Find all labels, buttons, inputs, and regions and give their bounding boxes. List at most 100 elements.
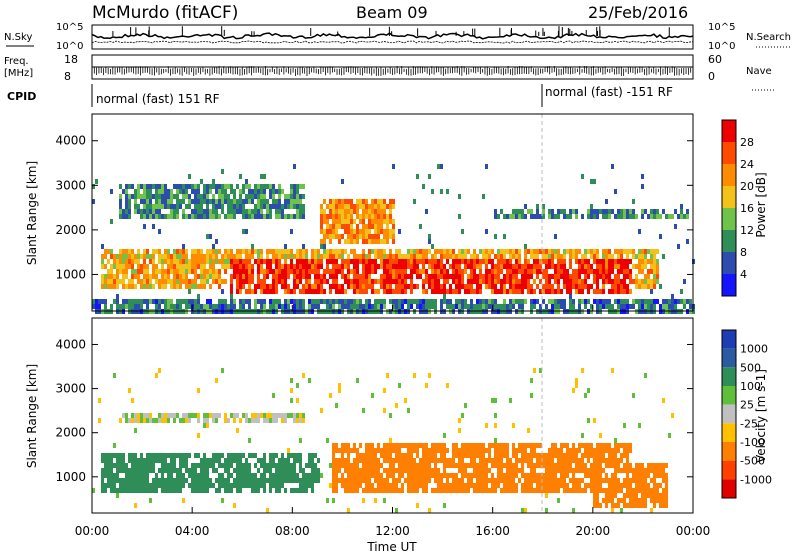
heatmap-cell <box>191 254 194 259</box>
heatmap-cell <box>278 249 281 254</box>
heatmap-cell <box>491 398 494 403</box>
heatmap-cell <box>566 214 569 219</box>
heatmap-cell <box>317 274 320 279</box>
heatmap-cell <box>569 259 572 264</box>
heatmap-cell <box>308 299 311 304</box>
heatmap-cell <box>407 284 410 289</box>
heatmap-cell <box>296 194 299 199</box>
heatmap-cell <box>221 194 224 199</box>
heatmap-cell <box>176 189 179 194</box>
heatmap-cell <box>476 259 479 264</box>
heatmap-cell <box>167 468 170 473</box>
heatmap-cell <box>284 254 287 259</box>
heatmap-cell <box>638 249 641 254</box>
heatmap-cell <box>179 204 182 209</box>
heatmap-cell <box>569 274 572 279</box>
heatmap-cell <box>215 214 218 219</box>
heatmap-cell <box>290 453 293 458</box>
heatmap-cell <box>209 274 212 279</box>
heatmap-cell <box>125 418 128 423</box>
heatmap-cell <box>200 259 203 264</box>
heatmap-cell <box>422 184 425 189</box>
heatmap-cell <box>125 249 128 254</box>
heatmap-cell <box>641 264 644 269</box>
heatmap-cell <box>182 269 185 274</box>
heatmap-cell <box>422 488 425 493</box>
heatmap-cell <box>371 199 374 204</box>
heatmap-cell <box>152 453 155 458</box>
heatmap-cell <box>230 299 233 304</box>
heatmap-cell <box>350 468 353 473</box>
heatmap-cell <box>290 473 293 478</box>
heatmap-cell <box>293 279 296 284</box>
heatmap-cell <box>356 483 359 488</box>
heatmap-cell <box>518 443 521 448</box>
heatmap-cell <box>272 284 275 289</box>
heatmap-cell <box>329 234 332 239</box>
heatmap-cell <box>410 254 413 259</box>
heatmap-cell <box>452 304 455 309</box>
heatmap-cell <box>149 209 152 214</box>
heatmap-cell <box>272 304 275 309</box>
heatmap-cell <box>536 264 539 269</box>
heatmap-cell <box>476 284 479 289</box>
heatmap-cell <box>563 304 566 309</box>
heatmap-cell <box>125 304 128 309</box>
heatmap-cell <box>422 249 425 254</box>
heatmap-cell <box>380 239 383 244</box>
heatmap-cell <box>140 413 143 418</box>
heatmap-cell <box>452 274 455 279</box>
heatmap-cell <box>314 269 317 274</box>
heatmap-cell <box>128 304 131 309</box>
heatmap-cell <box>248 438 251 443</box>
heatmap-cell <box>575 249 578 254</box>
heatmap-cell <box>611 209 614 214</box>
heatmap-cell <box>527 463 530 468</box>
heatmap-cell <box>155 214 158 219</box>
heatmap-cell <box>332 229 335 234</box>
heatmap-cell <box>356 269 359 274</box>
heatmap-cell <box>359 254 362 259</box>
heatmap-cell <box>251 199 254 204</box>
heatmap-cell <box>200 249 203 254</box>
heatmap-cell <box>554 289 557 294</box>
heatmap-cell <box>380 304 383 309</box>
heatmap-cell <box>377 473 380 478</box>
heatmap-cell <box>155 473 158 478</box>
heatmap-cell <box>617 304 620 309</box>
heatmap-cell <box>449 254 452 259</box>
heatmap-cell <box>356 299 359 304</box>
heatmap-cell <box>155 184 158 189</box>
heatmap-cell <box>560 448 563 453</box>
heatmap-cell <box>566 274 569 279</box>
heatmap-cell <box>146 279 149 284</box>
heatmap-cell <box>332 269 335 274</box>
heatmap-cell <box>365 204 368 209</box>
heatmap-cell <box>452 443 455 448</box>
heatmap-cell <box>476 254 479 259</box>
heatmap-cell <box>563 468 566 473</box>
heatmap-cell <box>110 284 113 289</box>
heatmap-cell <box>533 478 536 483</box>
heatmap-cell <box>137 488 140 493</box>
heatmap-cell <box>362 284 365 289</box>
heatmap-cell <box>338 478 341 483</box>
heatmap-cell <box>662 254 665 259</box>
heatmap-cell <box>635 473 638 478</box>
heatmap-cell <box>299 488 302 493</box>
heatmap-cell <box>215 304 218 309</box>
heatmap-cell <box>251 413 254 418</box>
heatmap-cell <box>128 488 131 493</box>
heatmap-cell <box>128 264 131 269</box>
heatmap-cell <box>539 259 542 264</box>
heatmap-cell <box>584 299 587 304</box>
heatmap-cell <box>488 269 491 274</box>
heatmap-cell <box>185 189 188 194</box>
heatmap-cell <box>533 448 536 453</box>
heatmap-cell <box>191 284 194 289</box>
heatmap-cell <box>224 259 227 264</box>
heatmap-cell <box>206 184 209 189</box>
heatmap-cell <box>134 418 137 423</box>
heatmap-cell <box>206 418 209 423</box>
heatmap-cell <box>578 274 581 279</box>
